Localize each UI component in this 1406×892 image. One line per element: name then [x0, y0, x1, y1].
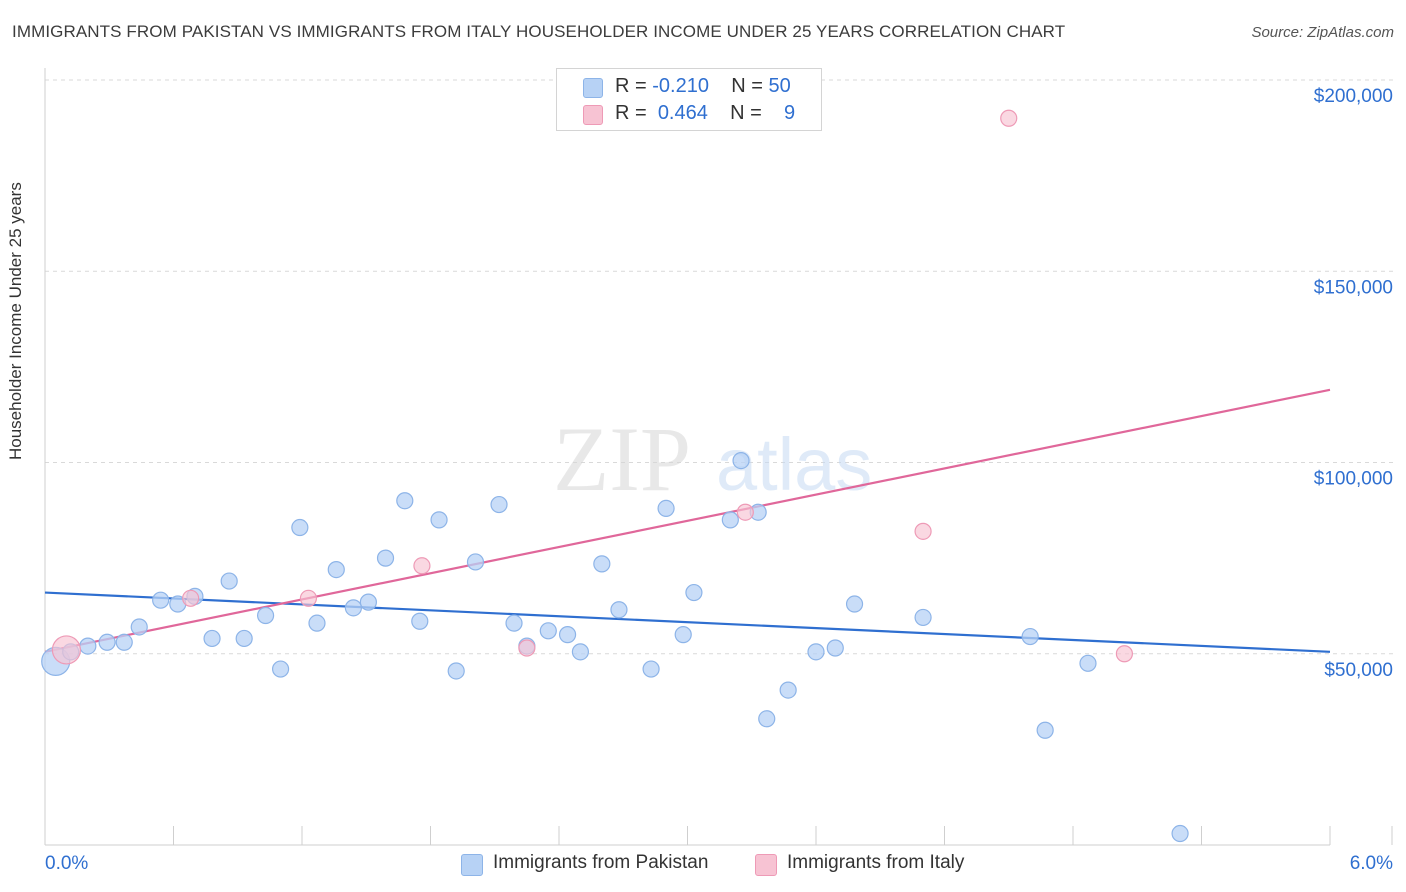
pakistan-legend-label: Immigrants from Pakistan — [493, 852, 709, 873]
pakistan-point — [657, 499, 675, 517]
n-label: N = — [731, 75, 763, 97]
pakistan-point — [914, 608, 932, 627]
pakistan-point — [1021, 627, 1039, 646]
italy-point — [182, 589, 200, 607]
pakistan-point — [344, 599, 362, 617]
italy-trend-line — [44, 388, 1331, 653]
pakistan-point — [1036, 721, 1054, 739]
pakistan-point — [571, 643, 590, 661]
trend-lines — [44, 388, 1331, 653]
pakistan-point — [721, 511, 739, 529]
pakistan-point — [271, 660, 290, 678]
watermark: ZIP atlas — [553, 408, 872, 510]
pakistan-point — [642, 660, 660, 678]
pakistan-point — [490, 495, 508, 514]
pakistan-point — [674, 626, 692, 644]
source-label: Source: ZipAtlas.com — [1251, 24, 1394, 41]
pakistan-swatch — [583, 78, 603, 98]
pakistan-point — [593, 555, 611, 573]
pakistan-trend-line — [44, 591, 1331, 653]
italy-point — [413, 557, 431, 575]
italy-point — [1000, 109, 1018, 127]
italy-point — [914, 522, 932, 540]
pakistan-legend-swatch — [461, 854, 483, 876]
pakistan-point — [1171, 824, 1189, 843]
y-tick-label: $150,000 — [1314, 277, 1393, 298]
italy-swatch — [583, 105, 603, 125]
italy-point — [518, 639, 536, 657]
pakistan-point — [411, 612, 429, 630]
axes — [44, 68, 1393, 846]
pakistan-point — [220, 572, 238, 590]
pakistan-point — [308, 614, 326, 632]
y-axis-label: Householder Income Under 25 years — [6, 182, 25, 460]
pakistan-point — [779, 681, 797, 699]
italy-point — [51, 635, 82, 665]
pakistan-point — [685, 583, 703, 602]
pakistan-point — [558, 626, 577, 644]
pakistan-point — [430, 511, 448, 529]
pakistan-point — [1079, 654, 1097, 672]
pakistan-point — [539, 622, 557, 640]
r-label: R = — [615, 102, 647, 124]
pakistan-point — [203, 629, 221, 648]
pakistan-point — [376, 549, 395, 567]
pakistan-point — [256, 606, 275, 625]
pakistan-point — [98, 633, 116, 651]
y-tick-label: $100,000 — [1314, 469, 1393, 490]
pakistan-point — [359, 593, 377, 611]
pakistan-point — [807, 643, 825, 661]
pakistan-point — [758, 710, 776, 728]
y-tick-label: $50,000 — [1324, 660, 1393, 681]
watermark-zip: ZIP — [553, 408, 691, 510]
italy-point — [1115, 645, 1134, 663]
pakistan-point — [79, 637, 97, 655]
italy-point — [299, 589, 318, 607]
pakistan-point — [327, 560, 345, 579]
pakistan-point — [152, 591, 170, 609]
correlation-legend: R = -0.210 N = 50 R = 0.464 N = 9 — [556, 68, 822, 131]
y-tick-labels: $50,000 $100,000 $150,000 $200,000 — [1314, 86, 1393, 681]
pakistan-point — [447, 662, 465, 680]
pakistan-point — [732, 451, 750, 470]
pakistan-point — [115, 633, 133, 651]
pakistan-point — [291, 518, 309, 537]
chart-title: IMMIGRANTS FROM PAKISTAN VS IMMIGRANTS F… — [12, 22, 1066, 41]
n-value-pakistan: 50 — [768, 75, 791, 97]
pakistan-point — [235, 629, 253, 648]
pakistan-point — [396, 492, 414, 510]
x-tick-label-min: 0.0% — [45, 853, 88, 874]
y-tick-label: $200,000 — [1314, 86, 1393, 107]
n-label: N = — [730, 102, 762, 124]
r-value-pakistan: -0.210 — [652, 75, 709, 97]
r-value-italy: 0.464 — [657, 102, 708, 124]
pakistan-point — [845, 595, 864, 613]
italy-legend-swatch — [755, 854, 777, 876]
r-label: R = — [615, 75, 647, 97]
x-tick-label-max: 6.0% — [1350, 853, 1393, 874]
italy-legend-label: Immigrants from Italy — [787, 852, 965, 873]
pakistan-point — [130, 618, 148, 636]
x-tick-labels: 0.0% 6.0% — [45, 853, 1393, 874]
pakistan-point — [826, 639, 844, 657]
italy-point — [736, 503, 754, 521]
pakistan-point — [466, 553, 485, 571]
data-points — [41, 109, 1189, 843]
pakistan-point — [505, 614, 523, 632]
pakistan-point — [610, 601, 628, 619]
n-value-italy: 9 — [784, 102, 796, 124]
grid-lines — [45, 79, 1395, 655]
